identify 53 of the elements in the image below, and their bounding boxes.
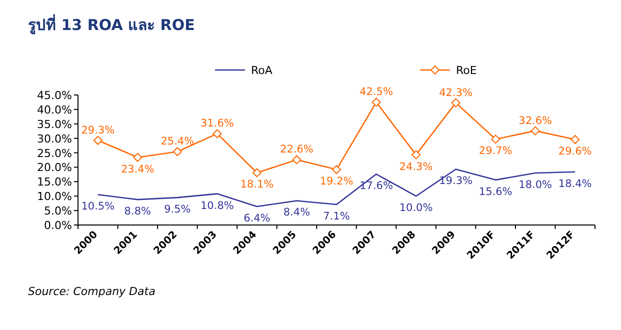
data-label: 32.6% [518,114,552,127]
y-tick-label: 0.0% [44,219,72,232]
data-label: 24.3% [399,160,433,173]
point [372,98,381,107]
point [93,136,102,145]
point [530,126,540,136]
point [332,165,341,174]
data-label: 19.2% [320,176,354,188]
y-tick-label: 10.0% [37,190,72,204]
y-tick-label: 25.0% [37,146,72,160]
point [491,134,500,144]
data-label: 8.4% [283,206,310,219]
chart-title: รูปที่ 13 ROA และ ROE [28,14,195,35]
data-label: 17.6% [360,180,393,192]
y-tick-label: 30.0% [37,132,72,146]
data-label: 31.6% [200,118,234,130]
data-label: 42.5% [360,86,393,98]
data-label: 42.3% [439,86,473,99]
data-label: 18.4% [558,178,592,190]
point [570,134,580,144]
point [451,98,460,108]
y-tick-label: 15.0% [37,176,72,189]
data-label: 25.4% [160,136,194,148]
data-label: 18.1% [240,178,274,191]
data-label: 10.0% [399,202,433,214]
legend-label: RoA [251,64,273,77]
data-label: 9.5% [164,204,191,216]
legend-label: RoE [456,64,477,77]
data-label: 10.8% [200,200,234,212]
point [172,147,182,156]
data-label: 22.6% [280,144,314,156]
y-tick-label: 35.0% [37,118,72,131]
point [252,168,262,178]
data-label: 6.4% [244,212,270,225]
data-label: 19.3% [439,175,473,188]
y-tick-label: 20.0% [37,161,72,174]
data-label: 8.8% [124,206,152,218]
data-label: 10.5% [81,200,115,213]
y-tick-label: 5.0% [44,204,72,218]
data-label: 18.0% [518,179,552,191]
data-label: 23.4% [120,163,154,176]
data-label: 7.1% [323,210,350,222]
y-tick-label: 45.0% [37,89,72,102]
point [212,129,222,138]
point [133,152,142,162]
data-label: 29.7% [478,145,512,158]
point [292,155,302,164]
data-label: 29.6% [558,145,592,158]
data-label: 15.6% [478,186,512,198]
point [412,150,421,160]
data-label: 29.3% [81,124,115,136]
source-note: Source: Company Data [28,285,156,298]
y-tick-label: 40.0% [37,103,72,116]
